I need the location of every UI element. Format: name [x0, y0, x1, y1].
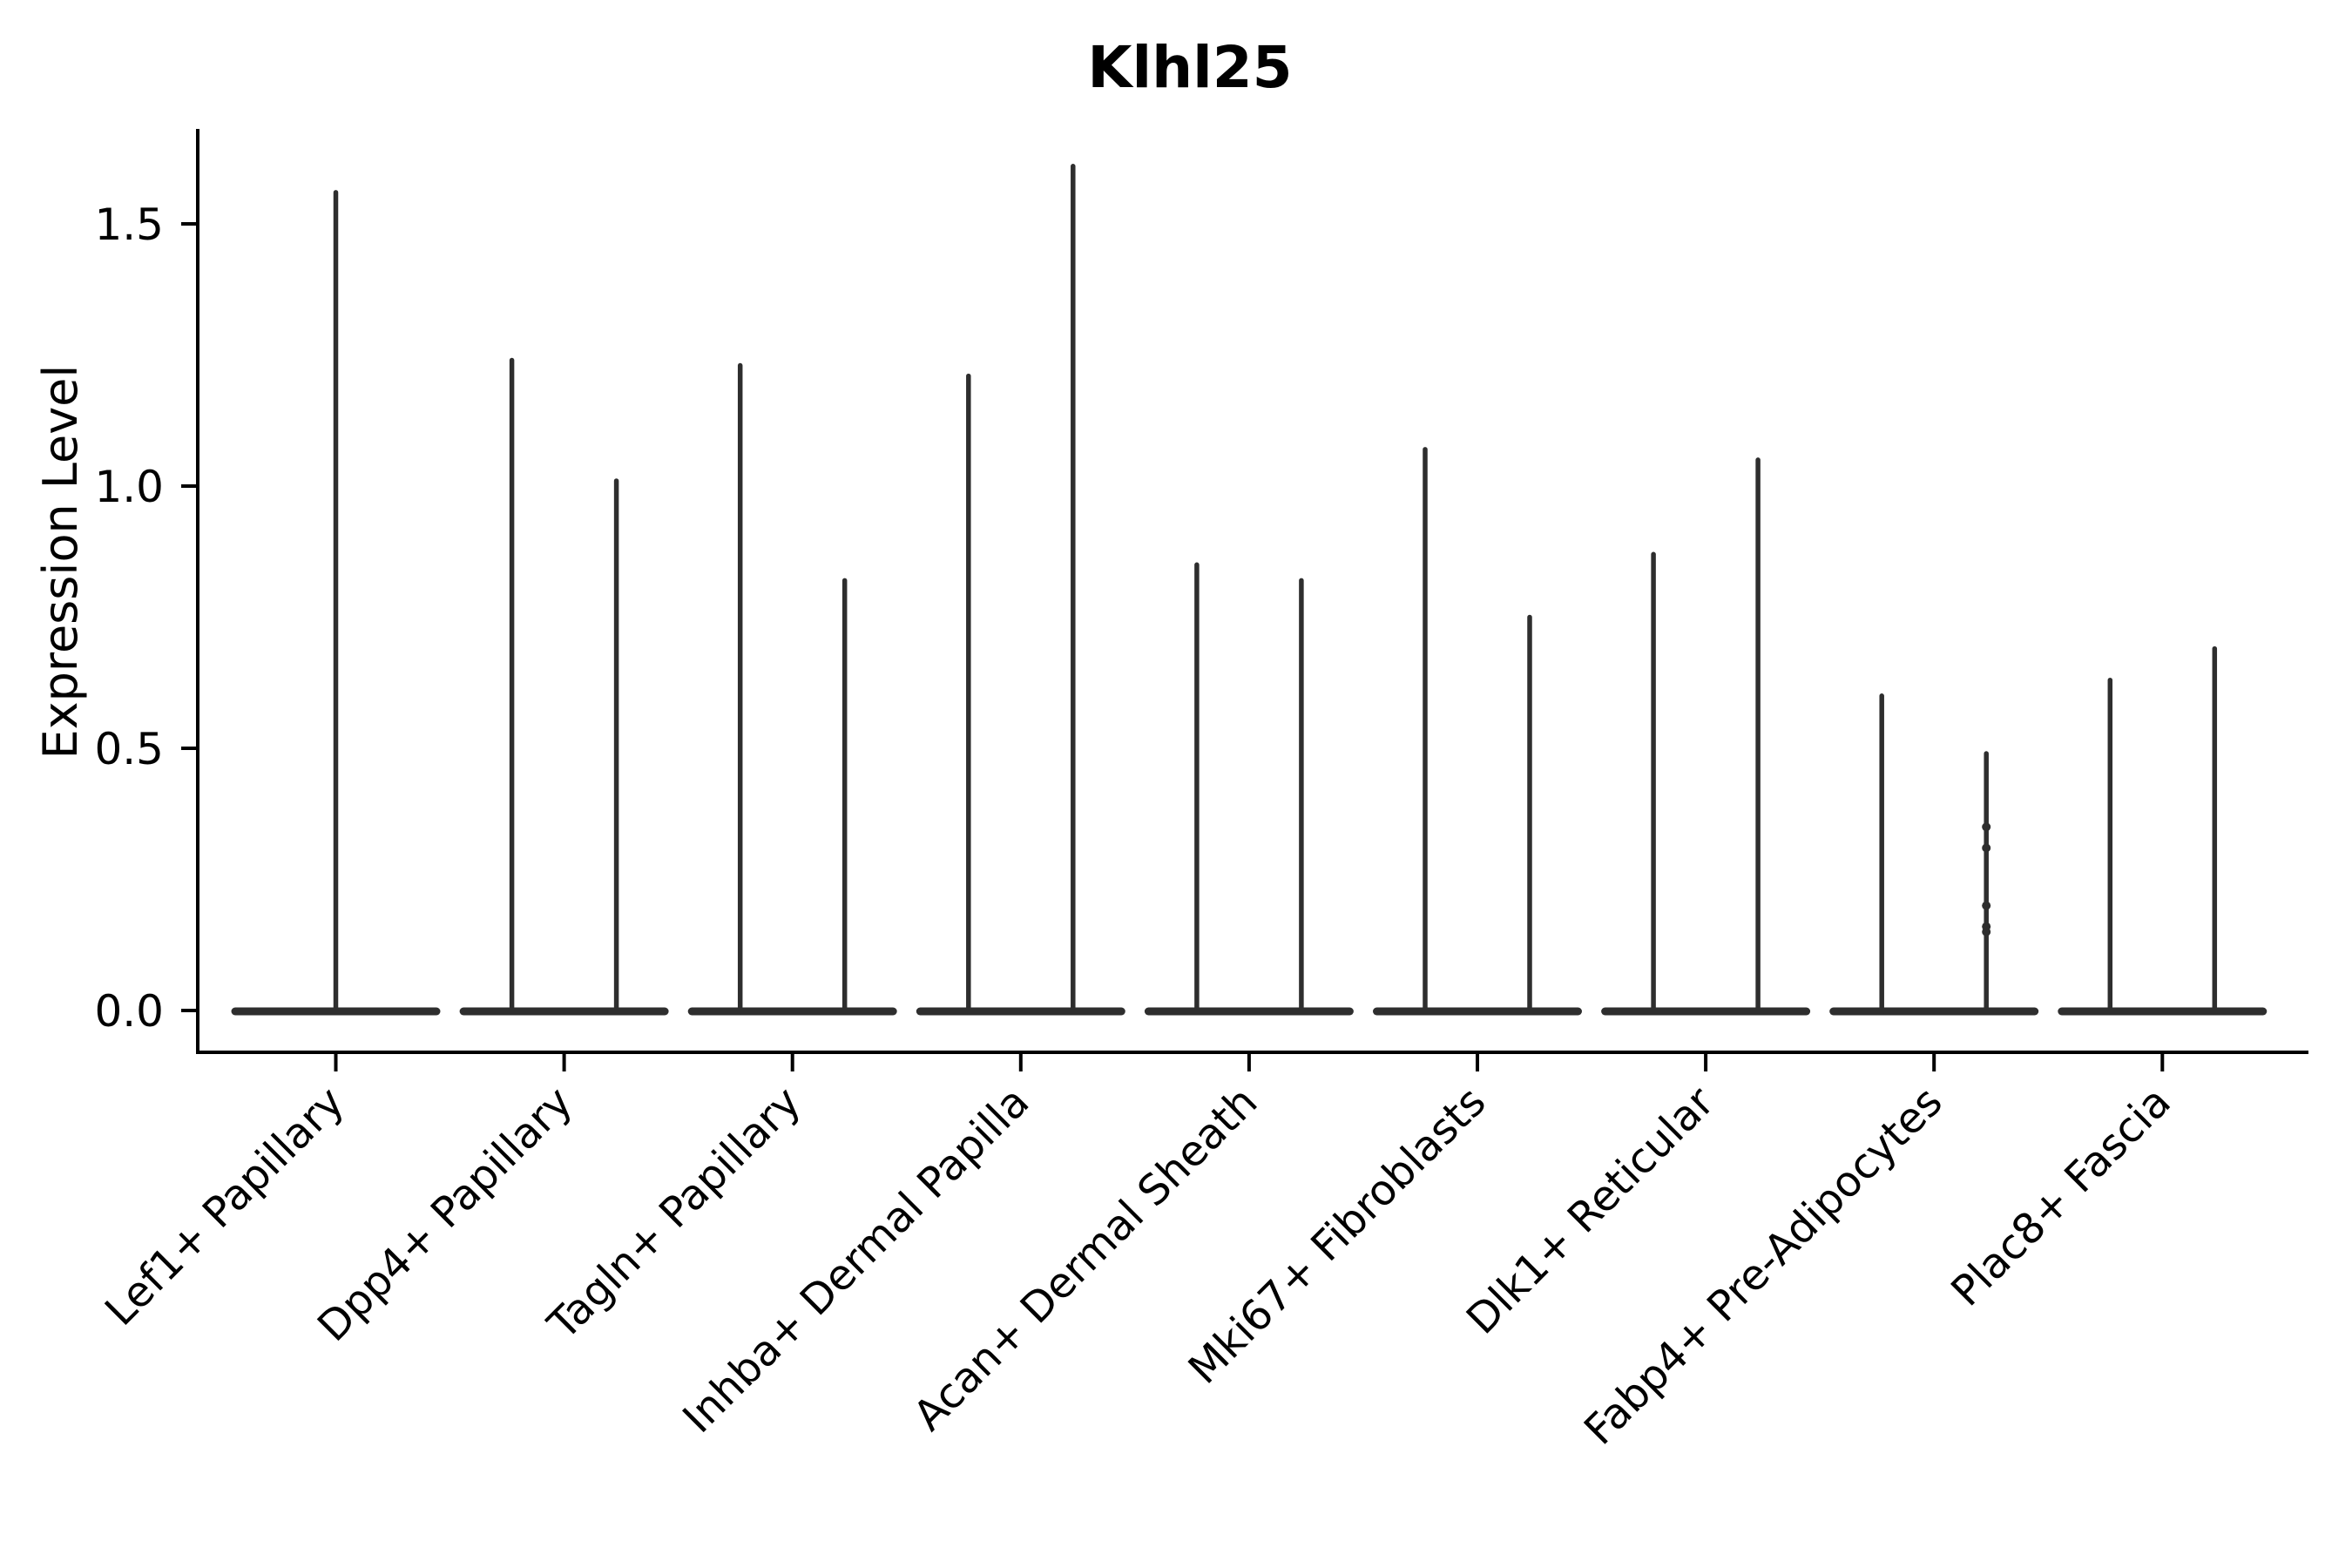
violin-base — [2058, 1007, 2268, 1016]
jitter-point — [1982, 822, 1991, 832]
violins — [231, 164, 2268, 1016]
jitter-point — [1982, 927, 1991, 936]
violin-base — [1144, 1007, 1354, 1016]
y-tick-label: 1.5 — [94, 199, 164, 250]
violin-base — [687, 1007, 897, 1016]
y-tick-label: 1.0 — [94, 462, 164, 512]
violin-base — [1829, 1007, 2039, 1016]
violin-base — [1601, 1007, 1811, 1016]
y-tick-label: 0.5 — [94, 724, 164, 774]
y-tick-label: 0.0 — [94, 986, 164, 1037]
violin-base — [916, 1007, 1125, 1016]
y-axis-ticks: 0.0 0.5 1.0 1.5 — [94, 199, 198, 1037]
y-axis-title: Expression Level — [33, 365, 88, 760]
jitter-point — [1982, 843, 1991, 853]
violin-base — [1373, 1007, 1582, 1016]
jitter-point — [1982, 901, 1991, 910]
chart-title: Klhl25 — [1087, 34, 1292, 101]
violin-base — [459, 1007, 669, 1016]
